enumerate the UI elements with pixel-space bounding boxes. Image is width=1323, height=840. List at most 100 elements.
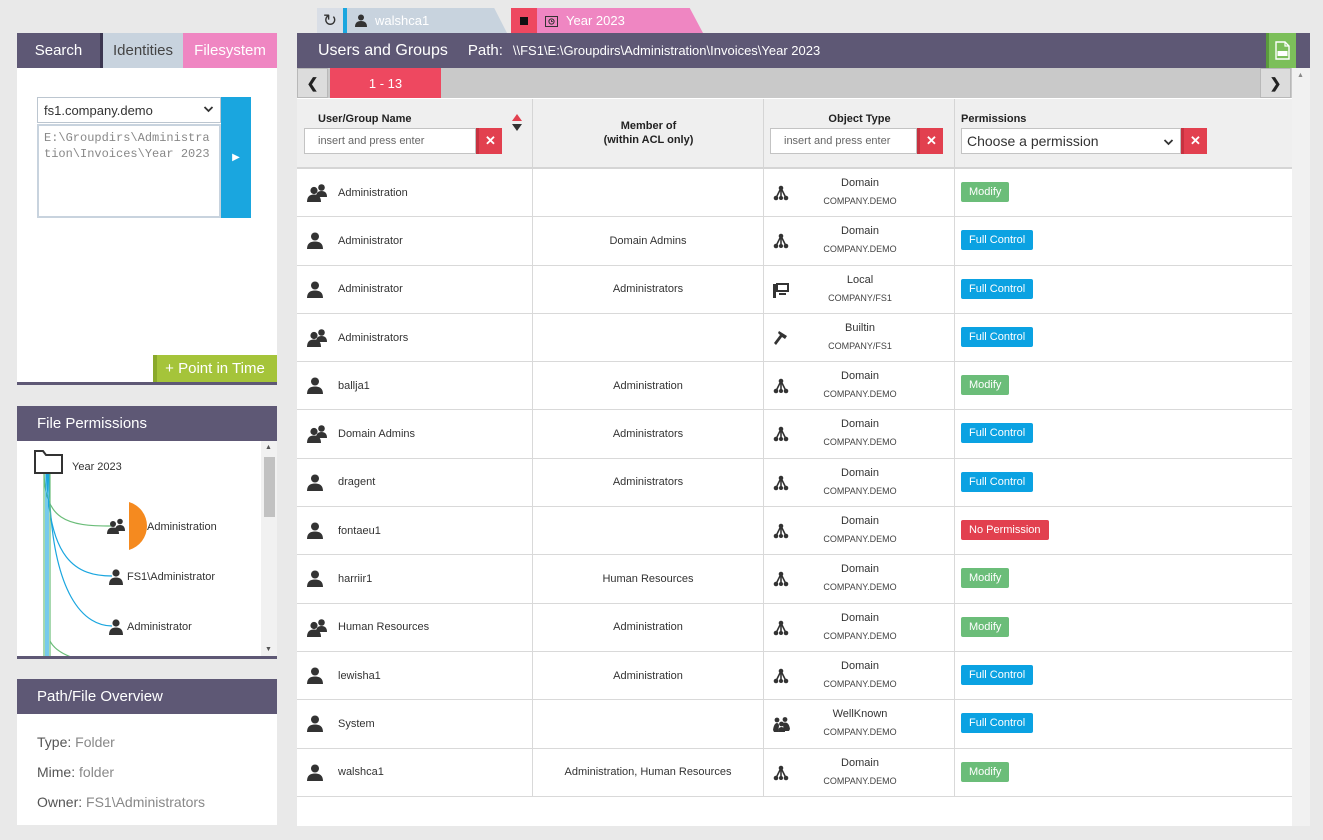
- group-icon: [307, 618, 328, 642]
- server-select[interactable]: fs1.company.demo: [37, 97, 221, 123]
- go-button[interactable]: ▶: [221, 97, 251, 218]
- table-row[interactable]: harriir1 Human Resources Domain COMPANY.DEM…: [297, 555, 1292, 604]
- identity-name[interactable]: dragent: [338, 476, 376, 489]
- clear-name-filter-button[interactable]: ✕: [476, 128, 502, 154]
- user-icon: [307, 570, 323, 592]
- permission-badge[interactable]: Modify: [961, 568, 1010, 589]
- identity-name[interactable]: harriir1: [338, 573, 373, 586]
- cell-permission: Modify: [955, 749, 1292, 796]
- user-icon: [307, 667, 323, 689]
- object-type-filter-input[interactable]: insert and press enter: [770, 128, 917, 154]
- identity-name[interactable]: walshca1: [338, 766, 384, 779]
- tab-user[interactable]: walshca1: [347, 8, 507, 33]
- identity-name[interactable]: Domain Admins: [338, 428, 416, 441]
- column-permissions: Permissions Choose a permission ✕: [955, 99, 1292, 169]
- table-row[interactable]: Domain Admins Administrators Domain COMPANY…: [297, 410, 1292, 459]
- object-type-value: Domain: [841, 756, 879, 769]
- tree-node-label[interactable]: Administration: [147, 521, 217, 533]
- export-csv-button[interactable]: [1266, 33, 1296, 68]
- scroll-up-icon[interactable]: ▲: [1297, 72, 1304, 79]
- tree-node-label[interactable]: Administrator: [127, 621, 192, 633]
- play-icon: ▶: [232, 152, 240, 163]
- member-of-value: Administrators: [612, 476, 684, 489]
- filesystem-panel: Search Identities Filesystem fs1.company…: [17, 33, 277, 385]
- identity-name[interactable]: Human Resources: [338, 621, 430, 634]
- identity-name[interactable]: System: [338, 717, 375, 730]
- object-scope-value: COMPANY.DEMO: [823, 389, 897, 400]
- overview-mime-value: folder: [79, 764, 115, 780]
- tab-folder[interactable]: Year 2023: [537, 8, 703, 33]
- table-row[interactable]: System WellKnown COMPANY.DEMO Full Control: [297, 700, 1292, 749]
- sort-icon[interactable]: [511, 112, 523, 134]
- identity-name[interactable]: lewisha1: [338, 669, 381, 682]
- tab-user-label: walshca1: [375, 13, 430, 28]
- permission-badge[interactable]: No Permission: [961, 520, 1049, 541]
- identity-name[interactable]: Administrator: [338, 283, 403, 296]
- identity-name[interactable]: Administrators: [338, 331, 409, 344]
- object-type-value: Domain: [841, 466, 879, 479]
- table-row[interactable]: Administrator Administrators Local COMPANY/…: [297, 265, 1292, 314]
- identity-name[interactable]: Administration: [338, 186, 408, 199]
- permission-badge[interactable]: Full Control: [961, 713, 1034, 734]
- tree-node-label[interactable]: FS1\Administrator: [127, 571, 215, 583]
- tab-divider: [100, 33, 103, 68]
- permission-badge[interactable]: Full Control: [961, 471, 1034, 492]
- identity-name[interactable]: Administrator: [338, 234, 403, 247]
- member-of-value: Domain Admins: [609, 234, 687, 247]
- group-icon: [307, 184, 328, 207]
- permission-badge[interactable]: Full Control: [961, 326, 1034, 347]
- cell-permission: Full Control: [955, 459, 1292, 506]
- permission-badge[interactable]: Full Control: [961, 423, 1034, 444]
- permission-badge[interactable]: Modify: [961, 182, 1010, 202]
- permission-badge[interactable]: Modify: [961, 761, 1010, 782]
- main-scrollbar[interactable]: ▲: [1292, 68, 1310, 826]
- permission-select[interactable]: Choose a permission: [961, 128, 1181, 154]
- table-row[interactable]: walshca1 Administration, Human Resources D…: [297, 748, 1292, 797]
- close-icon: ✕: [926, 133, 937, 148]
- scroll-up-icon[interactable]: ▲: [265, 444, 272, 451]
- point-in-time-button[interactable]: + Point in Time: [153, 355, 277, 382]
- cell-permission: Full Control: [955, 700, 1292, 747]
- scroll-down-icon[interactable]: ▼: [265, 646, 272, 653]
- server-select-value: fs1.company.demo: [44, 102, 153, 118]
- table-row[interactable]: Administration Domain COMPANY.DEMO Modify: [297, 169, 1292, 218]
- permission-badge[interactable]: Full Control: [961, 230, 1034, 251]
- table-row[interactable]: fontaeu1 Domain COMPANY.DEMO No Permission: [297, 507, 1292, 556]
- identity-name[interactable]: fontaeu1: [338, 524, 381, 537]
- user-icon: [109, 619, 123, 635]
- refresh-icon[interactable]: ↻: [317, 8, 343, 33]
- main-title: Users and Groups: [318, 41, 448, 59]
- current-page[interactable]: 1 - 13: [330, 68, 441, 98]
- next-page-button[interactable]: ❯: [1260, 68, 1291, 98]
- table-row[interactable]: lewisha1 Administration Domain COMPANY.DEMO…: [297, 651, 1292, 701]
- identity-name[interactable]: ballja1: [338, 379, 370, 392]
- clear-object-type-filter-button[interactable]: ✕: [917, 128, 943, 154]
- cell-name: ballja1: [297, 362, 533, 410]
- permission-badge[interactable]: Full Control: [961, 278, 1034, 299]
- permission-badge[interactable]: Full Control: [961, 664, 1034, 685]
- previous-page-button[interactable]: ❮: [297, 68, 328, 98]
- table-row[interactable]: Administrators Builtin COMPANY/FS1 Full Con…: [297, 313, 1292, 363]
- clear-permission-filter-button[interactable]: ✕: [1181, 128, 1207, 154]
- close-tab-button[interactable]: [511, 8, 537, 33]
- table-row[interactable]: Human Resources Administration Domain COMPA…: [297, 603, 1292, 652]
- table-row[interactable]: ballja1 Administration Domain COMPANY.DEMO M…: [297, 362, 1292, 411]
- tab-identities[interactable]: Identities: [103, 33, 183, 68]
- object-type-value: Domain: [841, 418, 879, 431]
- tab-filesystem[interactable]: Filesystem: [183, 33, 277, 68]
- tree-scrollbar[interactable]: ▲ ▼: [261, 441, 277, 656]
- scrollbar-thumb[interactable]: [264, 457, 275, 517]
- permission-badge[interactable]: Modify: [961, 375, 1010, 396]
- object-type-value: Domain: [841, 659, 879, 672]
- member-of-value: Administration: [613, 669, 683, 682]
- permission-badge[interactable]: Modify: [961, 616, 1010, 637]
- path-textarea[interactable]: E:\Groupdirs\Administration\Invoices\Yea…: [37, 124, 221, 218]
- table-row[interactable]: Administrator Domain Admins Domain COMPANY.…: [297, 217, 1292, 266]
- table-row[interactable]: dragent Administrators Domain COMPANY.DEMO F…: [297, 458, 1292, 508]
- name-filter-input[interactable]: insert and press enter: [304, 128, 476, 154]
- close-icon: ✕: [1190, 133, 1201, 148]
- object-scope-value: COMPANY/FS1: [828, 292, 892, 303]
- tab-search[interactable]: Search: [17, 33, 100, 68]
- overview-mime-label: Mime:: [37, 764, 76, 780]
- path-value: \\FS1\E:\Groupdirs\Administration\Invoic…: [512, 43, 821, 58]
